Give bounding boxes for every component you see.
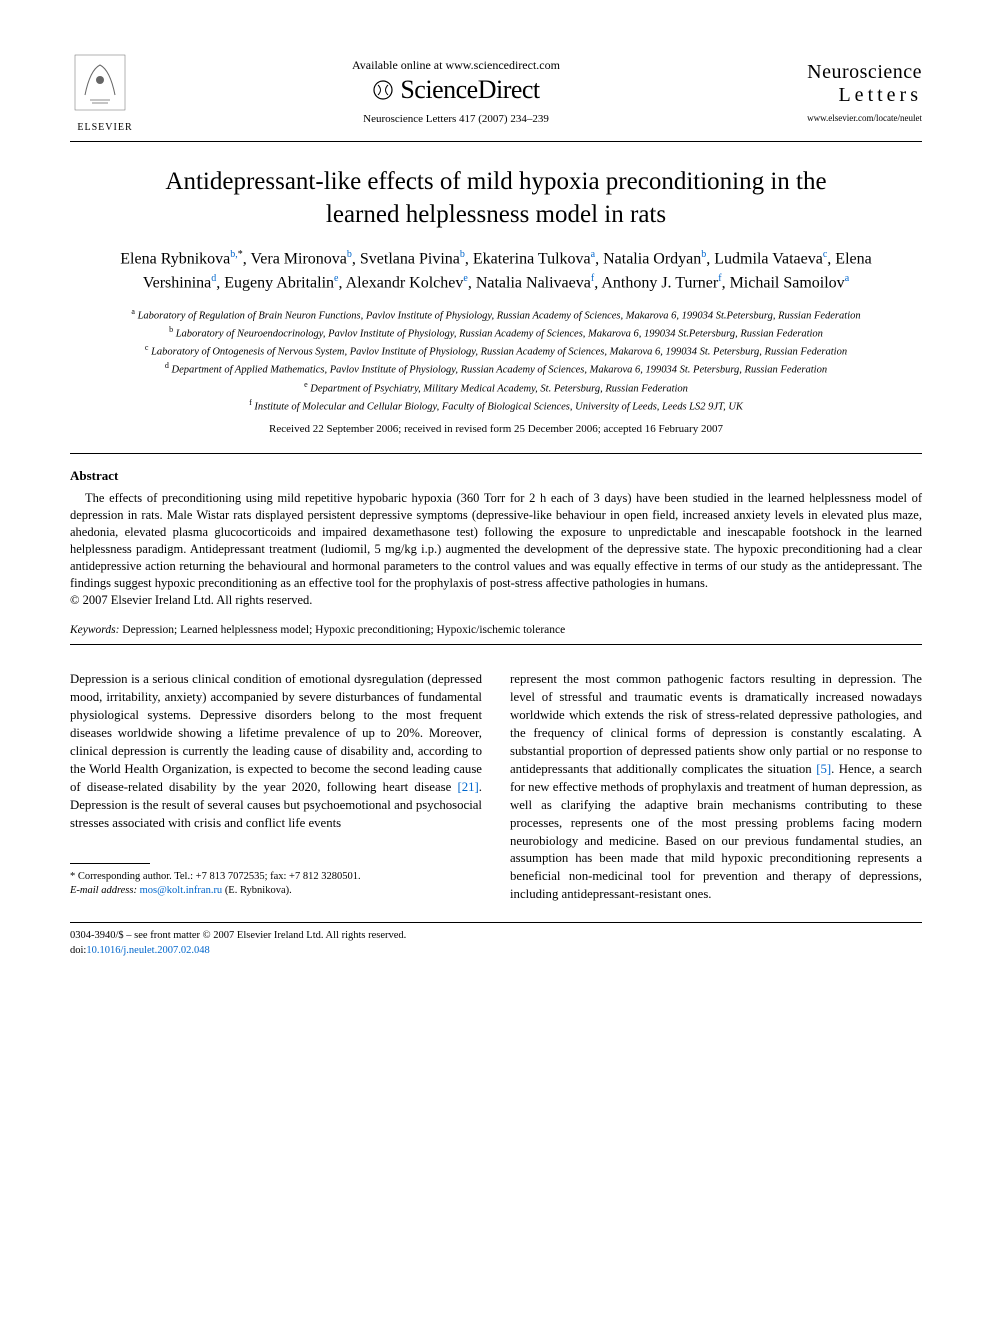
doi-label: doi: <box>70 945 86 956</box>
footnote-separator <box>70 863 150 864</box>
body-columns: Depression is a serious clinical conditi… <box>70 671 922 904</box>
email-who: (E. Rybnikova). <box>225 885 292 896</box>
abstract-copyright: © 2007 Elsevier Ireland Ltd. All rights … <box>70 593 922 608</box>
body-para-right: represent the most common pathogenic fac… <box>510 671 922 904</box>
journal-url: www.elsevier.com/locate/neulet <box>772 113 922 123</box>
footer-doi-line: doi:10.1016/j.neulet.2007.02.048 <box>70 944 922 959</box>
abstract-text: The effects of preconditioning using mil… <box>70 490 922 591</box>
corresponding-footnote: * Corresponding author. Tel.: +7 813 707… <box>70 870 482 899</box>
article-title: Antidepressant-like effects of mild hypo… <box>130 166 862 231</box>
journal-logo: Neuroscience Letters www.elsevier.com/lo… <box>772 61 922 123</box>
keywords-line: Keywords: Depression; Learned helplessne… <box>70 624 922 636</box>
affiliation-line: d Department of Applied Mathematics, Pav… <box>100 360 892 378</box>
article-dates: Received 22 September 2006; received in … <box>70 423 922 435</box>
affiliation-line: f Institute of Molecular and Cellular Bi… <box>100 397 892 415</box>
journal-reference: Neuroscience Letters 417 (2007) 234–239 <box>140 113 772 125</box>
affiliations-block: a Laboratory of Regulation of Brain Neur… <box>100 306 892 416</box>
footer-block: 0304-3940/$ – see front matter © 2007 El… <box>70 929 922 958</box>
doi-link[interactable]: 10.1016/j.neulet.2007.02.048 <box>86 945 209 956</box>
affiliation-line: b Laboratory of Neuroendocrinology, Pavl… <box>100 324 892 342</box>
center-header: Available online at www.sciencedirect.co… <box>140 58 772 125</box>
affiliation-line: e Department of Psychiatry, Military Med… <box>100 379 892 397</box>
body-column-left: Depression is a serious clinical conditi… <box>70 671 482 904</box>
header-rule <box>70 141 922 142</box>
journal-name-line2: Letters <box>772 84 922 107</box>
header-row: ELSEVIER Available online at www.science… <box>70 50 922 133</box>
sciencedirect-icon <box>372 79 394 101</box>
abstract-top-rule <box>70 453 922 454</box>
email-line: E-mail address: mos@kolt.infran.ru (E. R… <box>70 884 482 899</box>
publisher-name: ELSEVIER <box>70 122 140 133</box>
body-column-right: represent the most common pathogenic fac… <box>510 671 922 904</box>
footer-copyright-line: 0304-3940/$ – see front matter © 2007 El… <box>70 929 922 944</box>
affiliation-line: a Laboratory of Regulation of Brain Neur… <box>100 306 892 324</box>
email-label: E-mail address: <box>70 885 137 896</box>
corresponding-email[interactable]: mos@kolt.infran.ru <box>140 885 223 896</box>
available-online-text: Available online at www.sciencedirect.co… <box>140 58 772 73</box>
abstract-heading: Abstract <box>70 468 922 484</box>
body-para-left: Depression is a serious clinical conditi… <box>70 671 482 832</box>
footer-rule <box>70 922 922 923</box>
authors-list: Elena Rybnikovab,*, Vera Mironovab, Svet… <box>110 247 882 296</box>
journal-name-line1: Neuroscience <box>772 61 922 84</box>
sciencedirect-logo: ScienceDirect <box>140 75 772 105</box>
abstract-bottom-rule <box>70 644 922 645</box>
keywords-text: Depression; Learned helplessness model; … <box>122 624 565 636</box>
elsevier-logo: ELSEVIER <box>70 50 140 133</box>
affiliation-line: c Laboratory of Ontogenesis of Nervous S… <box>100 342 892 360</box>
sciencedirect-text: ScienceDirect <box>400 75 539 105</box>
corresponding-author-line: * Corresponding author. Tel.: +7 813 707… <box>70 870 482 885</box>
keywords-label: Keywords: <box>70 624 119 636</box>
